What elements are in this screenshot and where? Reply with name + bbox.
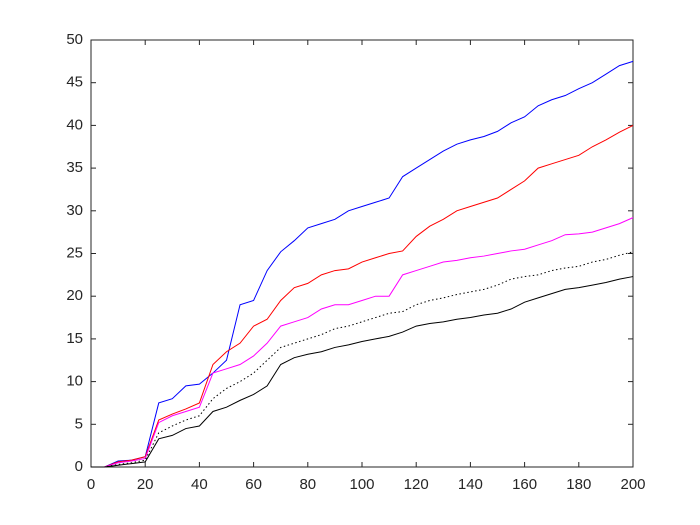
x-tick-label: 80 (299, 476, 316, 493)
x-tick-label: 20 (137, 476, 154, 493)
data-line (91, 217, 634, 468)
data-line (91, 60, 634, 468)
y-tick-label: 10 (66, 373, 83, 390)
y-tick-label: 40 (66, 116, 83, 133)
plot-area (90, 39, 634, 468)
y-tick-label: 25 (66, 244, 83, 261)
y-tick-label: 15 (66, 330, 83, 347)
x-tick-label: 100 (349, 476, 374, 493)
x-tick-label: 0 (87, 476, 95, 493)
data-line (91, 276, 634, 468)
y-tick-label: 30 (66, 202, 83, 219)
x-tick-label: 180 (566, 476, 591, 493)
y-tick-label: 35 (66, 159, 83, 176)
y-tick-label: 0 (75, 458, 83, 475)
y-tick-label: 50 (66, 31, 83, 48)
x-tick-label: 200 (620, 476, 645, 493)
x-tick-label: 40 (191, 476, 208, 493)
x-tick-label: 120 (404, 476, 429, 493)
x-tick-label: 160 (512, 476, 537, 493)
y-tick-label: 5 (75, 415, 83, 432)
y-tick-label: 45 (66, 74, 83, 91)
x-tick-label: 140 (458, 476, 483, 493)
y-tick-label: 20 (66, 287, 83, 304)
x-tick-label: 60 (245, 476, 262, 493)
data-line (91, 124, 634, 468)
